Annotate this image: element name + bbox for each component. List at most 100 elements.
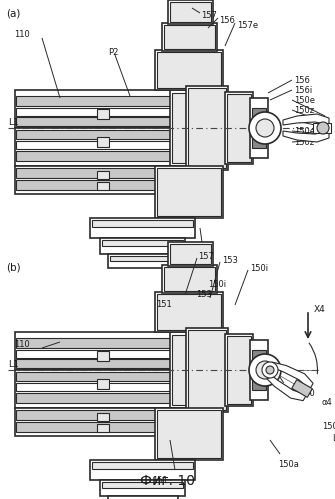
Bar bbox=[16, 180, 174, 190]
Bar bbox=[97, 351, 109, 361]
Bar bbox=[16, 96, 174, 106]
Text: 150z: 150z bbox=[294, 106, 314, 115]
Bar bbox=[15, 90, 175, 128]
Text: α4: α4 bbox=[322, 398, 333, 407]
Bar bbox=[15, 408, 175, 436]
Bar bbox=[16, 359, 174, 368]
Bar bbox=[16, 410, 174, 420]
Bar bbox=[16, 168, 174, 178]
Bar bbox=[97, 171, 109, 179]
Bar bbox=[155, 408, 223, 460]
Bar bbox=[155, 50, 223, 90]
Text: X4: X4 bbox=[314, 305, 326, 314]
Bar bbox=[92, 462, 193, 469]
Text: 156: 156 bbox=[285, 389, 300, 398]
Text: 150i: 150i bbox=[250, 264, 268, 273]
Text: L2: L2 bbox=[294, 116, 304, 125]
Bar bbox=[164, 25, 215, 49]
Bar bbox=[188, 88, 226, 168]
Text: 156: 156 bbox=[219, 16, 235, 25]
Bar bbox=[15, 370, 175, 408]
Bar bbox=[16, 130, 174, 139]
Bar bbox=[157, 52, 221, 88]
Text: 150i: 150i bbox=[208, 280, 226, 289]
Circle shape bbox=[256, 361, 274, 379]
Bar bbox=[172, 93, 186, 163]
Text: 153: 153 bbox=[222, 256, 238, 265]
Text: Фиг. 10: Фиг. 10 bbox=[139, 474, 195, 488]
Bar bbox=[15, 332, 175, 370]
Text: 156i: 156i bbox=[294, 86, 312, 95]
Bar bbox=[97, 137, 109, 147]
Bar bbox=[16, 383, 174, 391]
Text: 150z: 150z bbox=[322, 422, 335, 431]
Bar bbox=[100, 238, 185, 254]
Text: 110: 110 bbox=[14, 340, 30, 349]
Bar bbox=[172, 335, 186, 405]
Bar bbox=[157, 410, 221, 458]
Text: 156: 156 bbox=[294, 76, 310, 85]
Bar bbox=[16, 350, 174, 358]
Bar bbox=[16, 151, 174, 161]
Bar bbox=[16, 372, 174, 381]
Bar bbox=[225, 92, 253, 164]
Circle shape bbox=[256, 119, 274, 137]
Bar bbox=[168, 0, 213, 24]
Bar bbox=[102, 240, 183, 246]
Bar bbox=[186, 86, 228, 170]
Bar bbox=[90, 218, 195, 238]
Bar bbox=[16, 117, 174, 126]
Text: 151: 151 bbox=[156, 300, 172, 309]
Bar bbox=[252, 108, 266, 126]
Text: 150: 150 bbox=[299, 389, 315, 398]
Bar bbox=[225, 334, 253, 406]
Circle shape bbox=[249, 354, 281, 386]
Text: L1: L1 bbox=[8, 360, 19, 369]
Bar bbox=[164, 267, 215, 291]
Polygon shape bbox=[264, 372, 307, 401]
Bar bbox=[157, 294, 221, 330]
Bar bbox=[97, 182, 109, 190]
Bar bbox=[250, 340, 268, 400]
Bar bbox=[162, 265, 217, 293]
Bar bbox=[97, 109, 109, 119]
Text: P2: P2 bbox=[108, 48, 118, 57]
Text: L2: L2 bbox=[332, 434, 335, 443]
Text: 110: 110 bbox=[14, 30, 30, 39]
Bar bbox=[16, 393, 174, 403]
Bar bbox=[108, 496, 178, 499]
Polygon shape bbox=[283, 131, 329, 142]
Bar bbox=[16, 422, 174, 432]
Bar bbox=[100, 480, 185, 496]
Text: 157e: 157e bbox=[237, 21, 258, 30]
Text: 157: 157 bbox=[198, 252, 214, 261]
Bar bbox=[16, 108, 174, 116]
Bar bbox=[155, 292, 223, 332]
Bar bbox=[15, 128, 175, 166]
Polygon shape bbox=[270, 362, 313, 389]
Text: 150e: 150e bbox=[294, 127, 315, 136]
Bar bbox=[15, 166, 175, 194]
Bar bbox=[188, 330, 226, 410]
Bar bbox=[313, 123, 331, 133]
Text: 150e: 150e bbox=[294, 96, 315, 105]
Bar bbox=[92, 220, 193, 227]
Bar bbox=[162, 23, 217, 51]
Text: 153: 153 bbox=[196, 290, 212, 299]
Polygon shape bbox=[292, 380, 312, 397]
Bar bbox=[170, 244, 211, 264]
Bar bbox=[227, 94, 251, 162]
Bar bbox=[16, 338, 174, 348]
Text: 150a: 150a bbox=[278, 460, 299, 469]
Text: 150z: 150z bbox=[294, 138, 314, 147]
Circle shape bbox=[262, 362, 278, 378]
Bar bbox=[252, 372, 266, 390]
Text: 151: 151 bbox=[152, 476, 168, 485]
Circle shape bbox=[249, 112, 281, 144]
Bar bbox=[155, 166, 223, 218]
Bar bbox=[250, 98, 268, 158]
Bar bbox=[16, 141, 174, 149]
Bar bbox=[157, 168, 221, 216]
Bar bbox=[170, 332, 188, 408]
Circle shape bbox=[317, 122, 329, 134]
